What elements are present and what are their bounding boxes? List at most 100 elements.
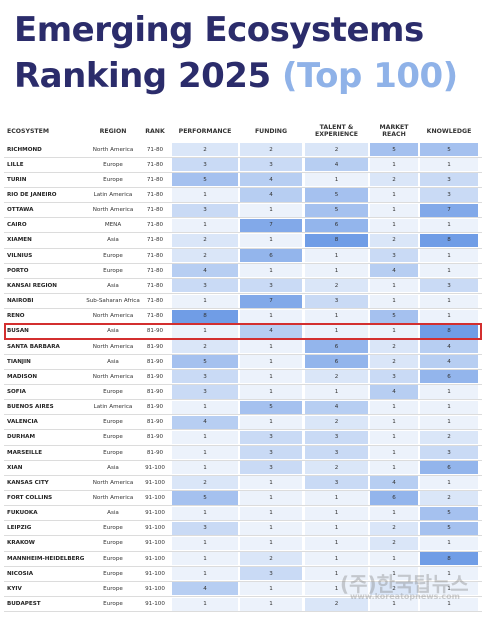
- score-cell: 5: [172, 173, 238, 187]
- text-cell: 81-90: [146, 434, 164, 441]
- text-cell: 81-90: [146, 358, 164, 365]
- text-cell: Asia: [107, 237, 119, 244]
- column-header: MARKET REACH: [379, 124, 409, 138]
- score-cell: 1: [370, 506, 418, 520]
- text-cell: SOFIA: [7, 388, 27, 395]
- score-cell: 1: [240, 264, 302, 278]
- text-cell: MANNHEIM-HEIDELBERG: [7, 555, 85, 562]
- score-cell: 3: [370, 249, 418, 263]
- score-cell: 6: [240, 249, 302, 263]
- score-cell: 1: [370, 400, 418, 414]
- text-cell: RENO: [7, 313, 25, 320]
- score-cell: 1: [305, 249, 368, 263]
- score-cell: 3: [305, 476, 368, 490]
- score-cell: 1: [240, 370, 302, 384]
- text-cell: NAIROBI: [7, 298, 34, 305]
- score-cell: 3: [370, 370, 418, 384]
- score-cell: 5: [420, 143, 478, 157]
- score-cell: 1: [370, 461, 418, 475]
- row-separator: [4, 399, 482, 401]
- text-cell: LEIPZIG: [7, 525, 32, 532]
- score-cell: 2: [172, 476, 238, 490]
- score-cell: 1: [370, 446, 418, 460]
- score-cell: 3: [240, 158, 302, 172]
- score-cell: 7: [420, 203, 478, 217]
- score-cell: 5: [370, 143, 418, 157]
- score-cell: 5: [420, 521, 478, 535]
- text-cell: BUENOS AIRES: [7, 404, 54, 411]
- score-cell: 2: [305, 461, 368, 475]
- score-cell: 1: [240, 521, 302, 535]
- row-separator: [4, 596, 482, 597]
- text-cell: 71-80: [146, 176, 164, 183]
- highlight-box: [4, 322, 482, 340]
- text-cell: 71-80: [146, 313, 164, 320]
- score-cell: 1: [370, 203, 418, 217]
- score-cell: 2: [370, 582, 418, 596]
- text-cell: North America: [92, 207, 134, 214]
- score-cell: 1: [240, 233, 302, 248]
- text-cell: 91-100: [145, 601, 165, 608]
- score-cell: 7: [240, 294, 302, 308]
- score-cell: 2: [240, 552, 302, 566]
- text-cell: North America: [92, 479, 134, 486]
- text-cell: 91-100: [145, 464, 165, 471]
- score-cell: 6: [305, 355, 368, 369]
- row-separator: [4, 171, 482, 173]
- score-cell: 2: [172, 249, 238, 263]
- score-cell: 2: [420, 491, 478, 505]
- score-cell: 1: [240, 339, 302, 354]
- text-cell: 81-90: [146, 404, 164, 411]
- score-cell: 1: [305, 582, 368, 596]
- score-cell: 4: [420, 339, 478, 354]
- text-cell: 91-100: [145, 510, 165, 517]
- text-cell: North America: [92, 313, 134, 320]
- row-separator: [4, 156, 482, 158]
- text-cell: Asia: [107, 358, 119, 365]
- score-cell: 3: [172, 370, 238, 384]
- text-cell: Asia: [107, 328, 119, 335]
- row-separator: [4, 383, 482, 385]
- row-separator: [4, 277, 482, 279]
- text-cell: MENA: [104, 222, 122, 229]
- text-cell: North America: [92, 146, 134, 153]
- row-separator: [4, 414, 482, 416]
- text-cell: 81-90: [146, 328, 164, 335]
- score-cell: 1: [420, 309, 478, 323]
- text-cell: Europe: [103, 267, 123, 274]
- score-cell: 1: [172, 324, 238, 338]
- text-cell: North America: [92, 343, 134, 350]
- score-cell: 1: [172, 400, 238, 414]
- row-separator: [4, 308, 482, 310]
- score-cell: 1: [172, 430, 238, 444]
- score-cell: 1: [172, 461, 238, 475]
- score-cell: 3: [305, 446, 368, 460]
- text-cell: TIANJIN: [7, 358, 31, 365]
- score-cell: 1: [370, 294, 418, 308]
- text-cell: 91-100: [145, 555, 165, 562]
- text-cell: 71-80: [146, 298, 164, 305]
- score-cell: 5: [305, 188, 368, 202]
- row-separator: [4, 247, 482, 249]
- score-cell: 3: [240, 430, 302, 444]
- row-separator: [4, 232, 482, 234]
- score-cell: 6: [420, 461, 478, 475]
- row-separator: [4, 429, 482, 431]
- score-cell: 1: [172, 294, 238, 308]
- score-cell: 5: [370, 309, 418, 323]
- score-cell: 1: [305, 264, 368, 278]
- score-cell: 2: [240, 143, 302, 157]
- score-cell: 1: [420, 400, 478, 414]
- text-cell: Asia: [107, 464, 119, 471]
- score-cell: 6: [420, 370, 478, 384]
- score-cell: 1: [305, 521, 368, 535]
- text-cell: Asia: [107, 510, 119, 517]
- row-separator: [4, 368, 482, 370]
- row-separator: [4, 611, 482, 613]
- text-cell: KANSAI REGION: [7, 282, 57, 289]
- score-cell: 4: [370, 264, 418, 278]
- score-cell: 1: [370, 567, 418, 581]
- score-cell: 2: [172, 143, 238, 157]
- row-separator: [4, 505, 482, 507]
